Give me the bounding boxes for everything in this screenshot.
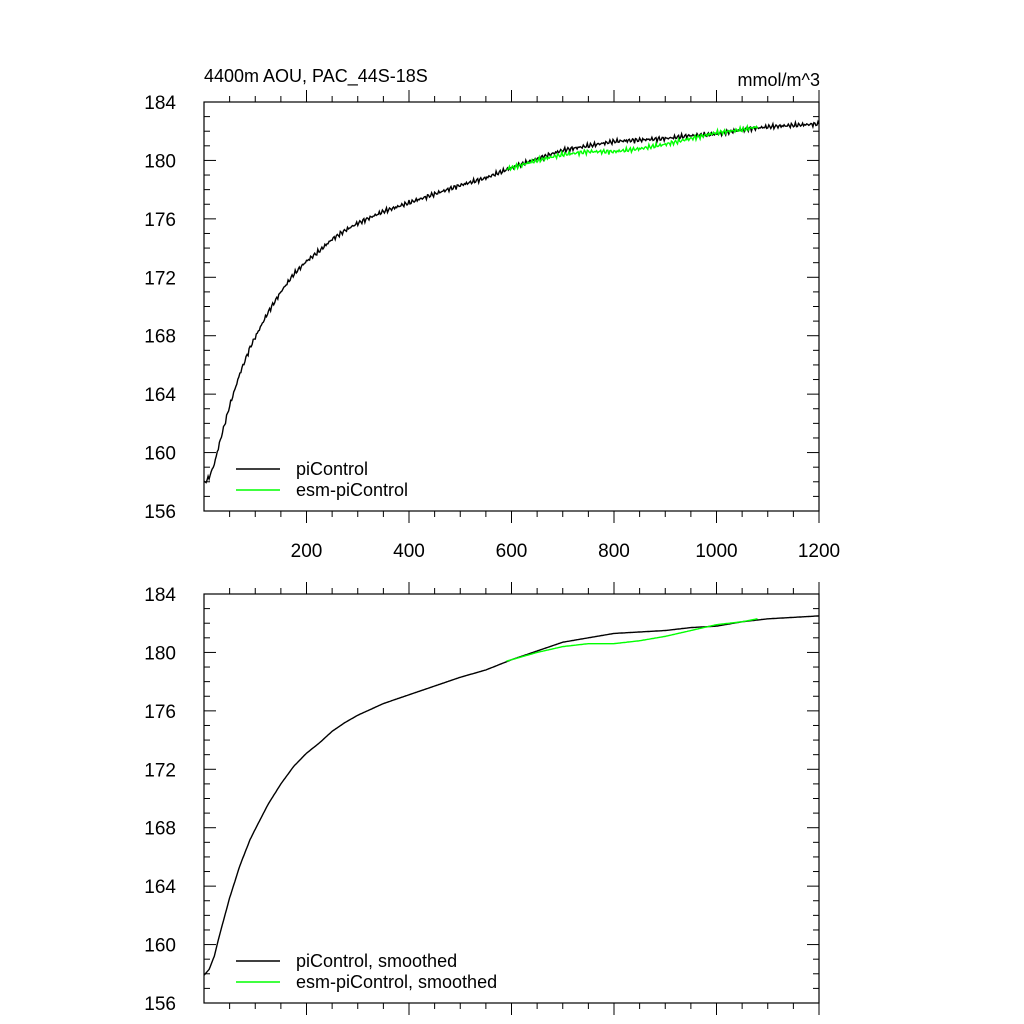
y-tick-label: 168 bbox=[144, 819, 176, 840]
series-line-picontrol-smoothed bbox=[203, 615, 820, 976]
y-tick-label: 160 bbox=[144, 444, 176, 465]
top-panel: 4400m AOU, PAC_44S-18S mmol/m^3 156 160 16… bbox=[144, 66, 840, 562]
y-tick-label: 184 bbox=[144, 585, 176, 606]
y-tick-label: 168 bbox=[144, 327, 176, 348]
y-tick-label: 156 bbox=[144, 994, 176, 1015]
x-tick-label: 1200 bbox=[798, 541, 840, 562]
legend-label: piControl bbox=[296, 459, 368, 479]
top-plot-marks bbox=[203, 119, 820, 484]
x-tick-label: 800 bbox=[598, 541, 630, 562]
series-line-picontrol bbox=[203, 119, 820, 484]
bottom-plot-marks bbox=[203, 615, 820, 976]
legend-label: esm-piControl bbox=[296, 480, 408, 500]
y-tick-label: 176 bbox=[144, 702, 176, 723]
top-axes: 156 160 164 168 172 176 180 184 200 400 600 800 1000… bbox=[144, 90, 840, 562]
x-tick-label: 200 bbox=[291, 541, 323, 562]
y-tick-label: 180 bbox=[144, 643, 176, 664]
bottom-axes: 156 160 164 168 172 176 180 184 bbox=[144, 582, 820, 1015]
series-line-esm-picontrol-smoothed bbox=[506, 618, 758, 662]
chart-title: 4400m AOU, PAC_44S-18S bbox=[204, 66, 428, 87]
y-tick-label: 164 bbox=[144, 877, 176, 898]
x-tick-label: 400 bbox=[393, 541, 425, 562]
units-label: mmol/m^3 bbox=[738, 70, 820, 90]
y-tick-label: 164 bbox=[144, 385, 176, 406]
legend-label: piControl, smoothed bbox=[296, 951, 457, 971]
y-tick-label: 160 bbox=[144, 936, 176, 957]
top-plot-frame bbox=[203, 101, 820, 512]
x-tick-label: 600 bbox=[496, 541, 528, 562]
y-tick-label: 172 bbox=[144, 268, 176, 289]
y-tick-label: 156 bbox=[144, 502, 176, 523]
legend-label: esm-piControl, smoothed bbox=[296, 972, 497, 992]
y-tick-label: 176 bbox=[144, 210, 176, 231]
y-tick-label: 172 bbox=[144, 760, 176, 781]
x-tick-label: 1000 bbox=[695, 541, 737, 562]
y-tick-label: 180 bbox=[144, 151, 176, 172]
bottom-plot-frame bbox=[203, 593, 820, 1004]
bottom-panel: 156 160 164 168 172 176 180 184 piControl, smoo… bbox=[144, 582, 820, 1015]
series-line-esm-picontrol bbox=[506, 123, 759, 172]
y-tick-label: 184 bbox=[144, 93, 176, 114]
